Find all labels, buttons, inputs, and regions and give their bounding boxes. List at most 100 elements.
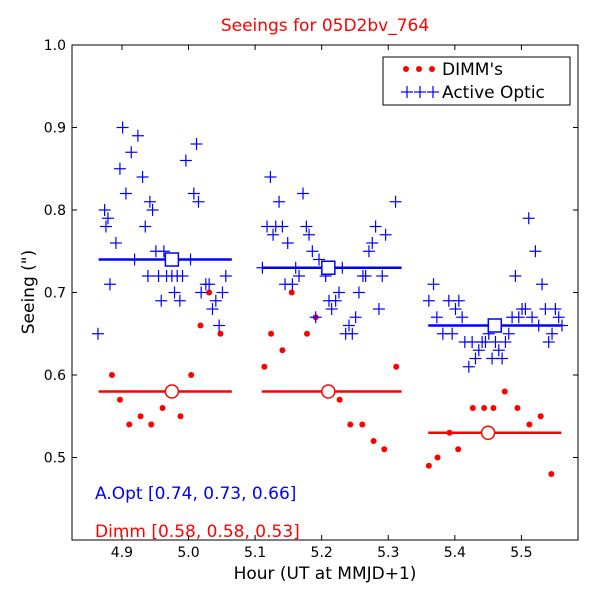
active-optic-point xyxy=(512,311,525,324)
active-optic-point xyxy=(349,311,362,324)
x-tick-label: 5.2 xyxy=(311,545,333,561)
active-optic-point xyxy=(369,220,382,233)
dimm-point xyxy=(514,405,521,411)
active-optic-point xyxy=(313,253,326,266)
x-tick-label: 5.0 xyxy=(177,545,199,561)
dimm-average-marker xyxy=(321,384,336,399)
y-tick-label: 0.6 xyxy=(44,368,66,384)
active-optic-point xyxy=(168,286,181,299)
y-tick-label: 0.7 xyxy=(44,286,66,302)
legend-label-active-optic: Active Optic xyxy=(442,83,545,103)
dimm-point xyxy=(501,388,508,395)
y-tick-label: 0.5 xyxy=(44,451,66,467)
dimm-point xyxy=(304,330,311,337)
dimm-point xyxy=(197,322,204,329)
dimm-point xyxy=(434,454,441,461)
dimm-point xyxy=(425,462,432,469)
x-axis-label: Hour (UT at MMJD+1) xyxy=(234,564,417,584)
active-optic-point xyxy=(216,286,229,299)
active-optic-point xyxy=(190,138,203,150)
dimm-point xyxy=(481,405,488,411)
active-optic-point xyxy=(422,294,435,307)
dimm-point xyxy=(206,289,213,296)
active-optic-point xyxy=(325,303,338,315)
active-optic-point xyxy=(157,245,170,258)
active-optic-point xyxy=(116,121,129,134)
active-optic-point xyxy=(303,228,316,241)
active-optic-point xyxy=(456,311,469,324)
active-optic-point xyxy=(101,212,114,225)
active-optic-point xyxy=(286,278,299,291)
y-tick-label: 0.8 xyxy=(44,203,66,219)
active-optic-point xyxy=(209,294,222,307)
active-optic-point xyxy=(136,171,149,183)
active-optic-point xyxy=(472,344,485,357)
active-optic-point xyxy=(293,270,306,282)
active-optic-point xyxy=(187,187,200,200)
legend-active-optic-marker xyxy=(401,86,413,98)
active-optic-average-marker xyxy=(321,260,336,275)
dimm-point xyxy=(188,372,195,378)
dimm-point xyxy=(126,421,133,428)
dimm-point xyxy=(261,363,268,370)
active-optic-point xyxy=(519,303,532,315)
active-optic-point xyxy=(297,187,310,200)
dimm-point xyxy=(177,413,184,420)
dimm-point xyxy=(359,421,366,428)
active-optic-point xyxy=(552,311,565,324)
dimm-point xyxy=(381,446,388,453)
active-optic-point xyxy=(300,220,313,233)
active-optic-point xyxy=(549,303,562,315)
active-optic-point xyxy=(91,327,104,340)
active-optic-point xyxy=(276,220,289,233)
x-tick-label: 5.3 xyxy=(377,545,399,561)
dimm-point xyxy=(455,446,462,453)
active-optic-point xyxy=(139,220,152,233)
active-optic-point xyxy=(452,294,465,307)
active-optic-point xyxy=(219,270,232,282)
active-optic-point xyxy=(141,270,154,282)
dimm-point xyxy=(108,372,115,378)
active-optic-point xyxy=(306,245,319,258)
active-optic-point xyxy=(119,187,132,200)
annotation-dimm: Dimm [0.58, 0.58, 0.53] xyxy=(95,522,300,542)
dimm-average-marker xyxy=(480,425,496,440)
annotation-aopt: A.Opt [0.74, 0.73, 0.66] xyxy=(95,484,296,504)
active-optic-point xyxy=(146,204,159,216)
active-optic-point xyxy=(542,336,555,348)
active-optic-point xyxy=(362,245,375,258)
active-optic-point xyxy=(195,286,208,299)
dimm-average-marker xyxy=(164,384,180,399)
dimm-point xyxy=(336,396,343,403)
active-optic-point xyxy=(98,204,111,216)
active-optic-point xyxy=(173,294,186,307)
active-optic-point xyxy=(496,352,509,365)
y-axis-label: Seeing (") xyxy=(19,250,39,335)
active-optic-point xyxy=(430,311,443,324)
active-optic-point xyxy=(446,327,459,340)
active-optic-point xyxy=(206,303,219,315)
active-optic-average-marker xyxy=(164,252,180,267)
active-optic-point xyxy=(379,228,392,241)
active-optic-point xyxy=(309,311,322,324)
active-optic-point xyxy=(342,319,355,332)
dimm-point xyxy=(116,396,123,403)
legend-dimm-marker xyxy=(403,66,409,72)
active-optic-point xyxy=(203,278,216,291)
dimm-point xyxy=(347,421,354,428)
active-optic-point xyxy=(346,327,359,340)
dimm-point xyxy=(469,405,476,411)
active-optic-point xyxy=(192,195,205,208)
active-optic-average-marker xyxy=(487,318,503,333)
dimm-point xyxy=(288,289,295,296)
active-optic-point xyxy=(352,286,365,299)
active-optic-point xyxy=(281,237,294,249)
legend-dimm-marker xyxy=(416,66,422,72)
active-optic-point xyxy=(529,245,542,258)
active-optic-point xyxy=(267,228,280,241)
active-optic-point xyxy=(462,360,475,373)
active-optic-point xyxy=(492,344,505,357)
legend: DIMM's Active Optic xyxy=(382,56,571,106)
axis-ticks: 4.9 5.0 5.1 5.2 5.3 5.4 5.5 0.5 0.6 0.7 0.8 0.9 1.0 xyxy=(44,38,578,561)
